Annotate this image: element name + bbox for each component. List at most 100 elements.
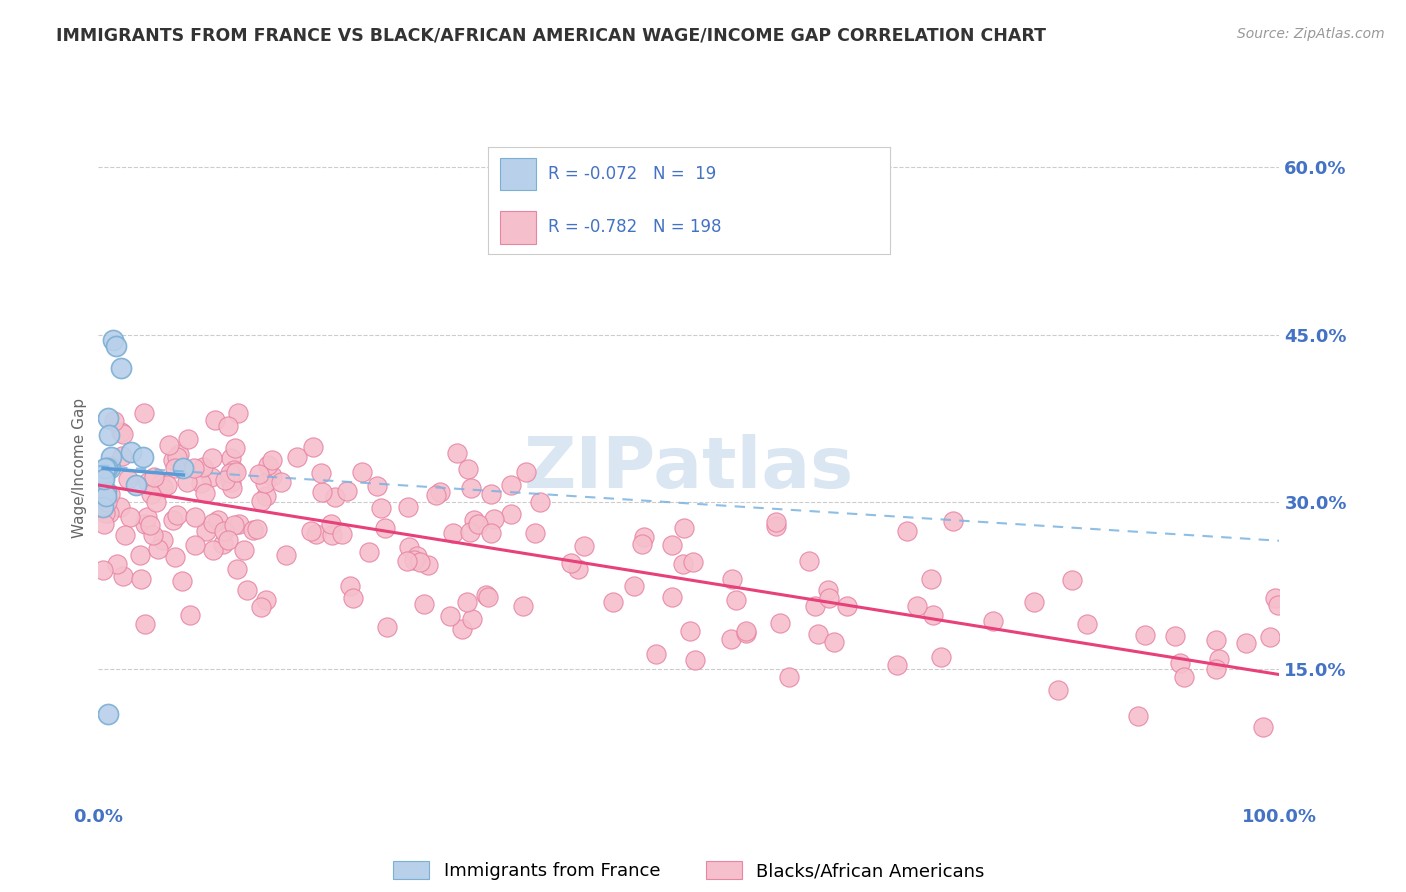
Point: [323, 490, 346, 504]
Point: [139, 487, 162, 501]
Point: [254, 490, 277, 504]
Point: [475, 588, 498, 602]
Point: [524, 525, 547, 540]
Point: [165, 550, 187, 565]
Point: [135, 509, 157, 524]
Point: [734, 625, 756, 640]
Point: [807, 627, 830, 641]
Point: [201, 450, 224, 465]
Point: [162, 452, 184, 467]
Point: [145, 495, 167, 509]
Point: [96, 461, 118, 475]
Point: [778, 670, 800, 684]
Point: [920, 573, 942, 587]
Point: [100, 450, 122, 465]
Point: [1126, 709, 1149, 723]
Point: [194, 485, 217, 500]
Point: [152, 533, 174, 547]
Point: [226, 406, 249, 420]
Point: [225, 465, 247, 479]
Point: [321, 528, 343, 542]
Point: [1267, 598, 1289, 612]
Point: [118, 510, 141, 524]
Point: [226, 562, 249, 576]
Point: [803, 599, 825, 613]
Point: [1264, 591, 1286, 606]
Point: [319, 516, 342, 531]
Point: [460, 481, 482, 495]
Point: [222, 463, 245, 477]
Point: [98, 486, 121, 500]
Point: [136, 475, 159, 489]
Point: [1251, 720, 1274, 734]
Point: [93, 563, 115, 577]
Point: [797, 554, 820, 568]
Point: [499, 508, 522, 522]
Point: [233, 543, 256, 558]
Text: ZIPatlas: ZIPatlas: [524, 434, 853, 503]
Point: [398, 540, 420, 554]
Point: [139, 518, 162, 533]
Point: [222, 518, 245, 533]
Point: [501, 478, 523, 492]
Point: [274, 549, 297, 563]
Point: [129, 573, 152, 587]
Point: [177, 432, 200, 446]
Point: [1173, 670, 1195, 684]
Point: [479, 526, 502, 541]
Point: [111, 449, 134, 463]
Point: [429, 485, 451, 500]
Point: [132, 406, 155, 420]
Point: [672, 557, 695, 571]
Point: [112, 568, 135, 582]
Point: [212, 537, 235, 551]
Point: [257, 458, 280, 473]
Point: [150, 477, 173, 491]
Point: [103, 414, 125, 428]
Point: [1022, 595, 1045, 609]
Point: [179, 608, 201, 623]
Point: [114, 527, 136, 541]
Point: [98, 461, 121, 475]
Point: [305, 526, 328, 541]
Point: [201, 516, 224, 530]
Point: [818, 591, 841, 605]
Point: [287, 450, 309, 464]
Point: [262, 469, 284, 483]
Point: [117, 472, 139, 486]
Point: [166, 450, 188, 464]
Point: [301, 440, 323, 454]
Point: [110, 425, 132, 439]
Point: [929, 649, 952, 664]
Point: [765, 518, 787, 533]
Point: [247, 467, 270, 481]
Point: [228, 517, 250, 532]
Point: [311, 484, 333, 499]
Point: [156, 478, 179, 492]
Point: [219, 450, 242, 465]
Point: [661, 538, 683, 552]
Point: [672, 521, 695, 535]
Point: [152, 482, 174, 496]
Point: [359, 544, 381, 558]
Point: [94, 489, 117, 503]
Point: [132, 450, 155, 465]
Point: [342, 591, 364, 605]
Point: [134, 516, 156, 531]
Point: [224, 441, 246, 455]
Point: [94, 506, 117, 520]
Point: [370, 501, 392, 516]
Point: [835, 599, 858, 614]
Point: [441, 525, 464, 540]
Point: [96, 495, 118, 509]
Point: [166, 508, 188, 522]
Point: [602, 595, 624, 609]
Point: [981, 615, 1004, 629]
Point: [768, 616, 790, 631]
Point: [190, 475, 212, 490]
Point: [212, 524, 235, 538]
Point: [395, 554, 418, 568]
Point: [235, 583, 257, 598]
Point: [683, 652, 706, 666]
Point: [217, 419, 239, 434]
